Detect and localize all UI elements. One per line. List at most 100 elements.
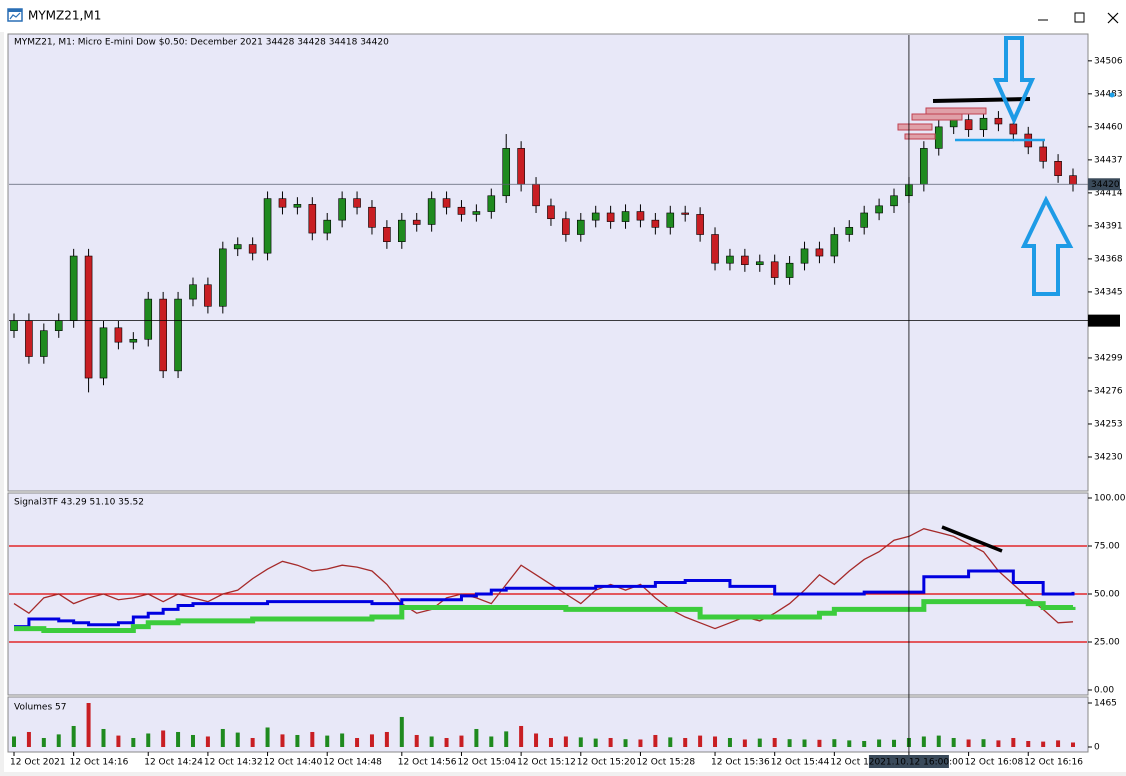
volume-bar [1041,741,1046,747]
indicator-title: Signal3TF 43.29 51.10 35.52 [14,498,144,508]
volume-bar [176,731,181,747]
candle-body [189,284,197,300]
candle-body [10,320,18,331]
candle-body [994,117,1003,125]
y-tick-label: 34483 [1094,89,1123,99]
volume-bar [1056,740,1061,747]
candle-body [606,212,615,222]
y-tick-label: 34368 [1094,254,1123,264]
volume-bar [534,733,539,747]
candle-body [785,262,794,278]
x-tick-label: 12 Oct 14:40 [264,758,323,768]
candle-body [890,195,898,207]
y-tick-label: 34437 [1094,155,1123,165]
candle-body [368,206,376,228]
volume-bar [280,734,285,747]
volume-bar [429,736,434,747]
volume-bar [548,737,553,747]
volume-bar [310,731,315,747]
maximize-button[interactable] [1074,12,1085,23]
volume-bar [250,737,255,747]
volume-bar [787,739,792,747]
app-icon [7,8,23,22]
y-tick-label: 34391 [1094,221,1123,231]
close-button[interactable] [1107,12,1119,24]
volume-bar [355,737,360,747]
candle-body [755,261,764,265]
x-tick-label: 12 Oct 15:44 [771,758,830,768]
candle-body [830,234,839,257]
y-tick-label: 0 [1094,743,1100,753]
candle-body [502,148,511,197]
indicator-line [14,569,1075,629]
candle-body [532,183,540,207]
volume-bar [638,739,643,747]
volume-bar [190,734,195,747]
candle-body [442,198,451,208]
x-tick-label: 12 Oct 15:28 [636,758,695,768]
candle-body [681,212,689,215]
candle-body [323,219,332,234]
x-tick-label: 12 Oct 14:24 [144,758,203,768]
volume-bar [235,732,240,747]
candle-body [770,261,779,278]
volume-bar [996,740,1001,747]
volume-bar [444,737,449,747]
x-tick-label: 12 Oct 2021 [10,758,66,768]
volume-bar [116,735,121,747]
volume-bar [862,740,867,747]
candle-body [1069,175,1077,185]
candle-body [383,227,391,242]
y-tick-label: 100.00 [1094,493,1126,503]
candle-body [25,320,33,357]
candle-body [934,126,943,149]
volume-bar [802,739,807,747]
y-tick-label: 50.00 [1094,590,1120,600]
volume-bar [772,737,777,747]
volume-bar [459,735,464,747]
candle-body [1054,161,1062,176]
candle-body [815,248,824,257]
volume-bar [1011,737,1016,747]
candle-body [69,255,78,321]
volume-bar [220,728,225,747]
volume-bar [608,737,613,747]
candle-body [204,284,212,307]
crosshair-price-box [1088,314,1120,327]
candle-body [338,198,346,221]
candle-body [54,320,63,331]
current-price-label: 34420 [1091,180,1120,190]
volume-bar [727,737,732,747]
current-price-box [1088,178,1120,191]
x-tick-label: 12 Oct 15:20 [577,758,636,768]
candle-body [711,234,719,264]
volume-bar [817,739,822,747]
volume-bar [653,734,658,747]
candle-body [979,117,988,131]
candle-body [174,298,182,372]
volume-bar [936,735,941,747]
candle-body [621,211,630,222]
y-tick-label: 34414 [1094,188,1123,198]
volume-bar [504,731,509,747]
candle-body [651,219,660,228]
candle-body [949,119,958,128]
volume-bar [41,737,46,747]
candle-body [741,255,749,265]
x-tick-label: 12 Oct 16:08 [965,758,1024,768]
crosshair-time-box [868,755,949,768]
x-tick-label: 12 Oct 15:52 [830,758,889,768]
candle-body [144,298,153,340]
volume-bar [757,738,762,747]
volume-bar [26,731,31,747]
volume-title: Volumes 57 [14,703,66,713]
overlay: 34420 34325 2021.10.12 16:00 [9,35,1120,768]
y-tick-label: 25.00 [1094,638,1120,648]
candle-body [517,148,525,185]
crosshair-time-label: 2021.10.12 16:00 [869,758,950,768]
volume-bar [921,736,926,747]
candle-body [726,255,734,264]
volume-bar [146,733,151,747]
volume-panel [7,696,1089,753]
